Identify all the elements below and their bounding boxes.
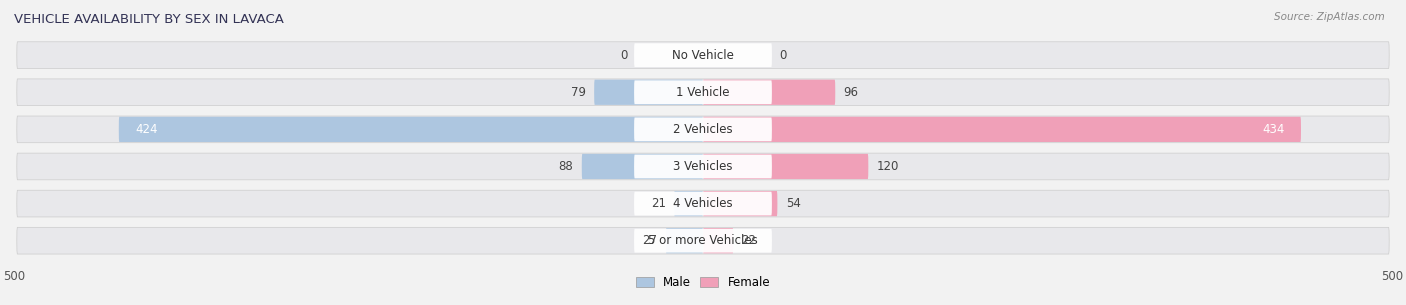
- Text: 96: 96: [844, 86, 859, 99]
- FancyBboxPatch shape: [703, 154, 869, 179]
- Legend: Male, Female: Male, Female: [631, 271, 775, 293]
- Text: 22: 22: [741, 234, 756, 247]
- FancyBboxPatch shape: [17, 116, 1389, 143]
- Text: 5 or more Vehicles: 5 or more Vehicles: [648, 234, 758, 247]
- Text: 424: 424: [135, 123, 157, 136]
- Text: No Vehicle: No Vehicle: [672, 49, 734, 62]
- FancyBboxPatch shape: [666, 228, 703, 253]
- FancyBboxPatch shape: [17, 79, 1389, 106]
- FancyBboxPatch shape: [634, 43, 772, 67]
- Text: 120: 120: [876, 160, 898, 173]
- FancyBboxPatch shape: [17, 153, 1389, 180]
- FancyBboxPatch shape: [673, 191, 703, 216]
- FancyBboxPatch shape: [634, 81, 772, 104]
- FancyBboxPatch shape: [703, 228, 734, 253]
- Text: 79: 79: [571, 86, 586, 99]
- Text: 27: 27: [643, 234, 658, 247]
- FancyBboxPatch shape: [634, 117, 772, 141]
- FancyBboxPatch shape: [634, 192, 772, 215]
- FancyBboxPatch shape: [595, 80, 703, 105]
- Text: 3 Vehicles: 3 Vehicles: [673, 160, 733, 173]
- FancyBboxPatch shape: [118, 117, 703, 142]
- Text: 0: 0: [779, 49, 786, 62]
- Text: 88: 88: [558, 160, 574, 173]
- Text: Source: ZipAtlas.com: Source: ZipAtlas.com: [1274, 12, 1385, 22]
- Text: 54: 54: [786, 197, 800, 210]
- FancyBboxPatch shape: [17, 227, 1389, 254]
- FancyBboxPatch shape: [703, 80, 835, 105]
- Text: 434: 434: [1263, 123, 1285, 136]
- FancyBboxPatch shape: [634, 229, 772, 253]
- FancyBboxPatch shape: [703, 117, 1301, 142]
- FancyBboxPatch shape: [17, 190, 1389, 217]
- Text: 1 Vehicle: 1 Vehicle: [676, 86, 730, 99]
- FancyBboxPatch shape: [17, 42, 1389, 69]
- Text: 4 Vehicles: 4 Vehicles: [673, 197, 733, 210]
- Text: 2 Vehicles: 2 Vehicles: [673, 123, 733, 136]
- FancyBboxPatch shape: [703, 191, 778, 216]
- Text: 21: 21: [651, 197, 666, 210]
- Text: VEHICLE AVAILABILITY BY SEX IN LAVACA: VEHICLE AVAILABILITY BY SEX IN LAVACA: [14, 13, 284, 26]
- Text: 0: 0: [620, 49, 627, 62]
- FancyBboxPatch shape: [582, 154, 703, 179]
- FancyBboxPatch shape: [634, 155, 772, 178]
